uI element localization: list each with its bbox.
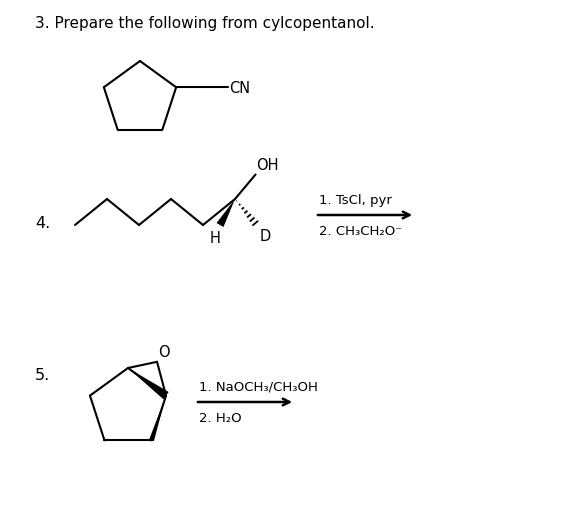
Text: CN: CN (229, 81, 251, 95)
Text: D: D (260, 229, 271, 243)
Text: 3. Prepare the following from cylcopentanol.: 3. Prepare the following from cylcopenta… (35, 16, 374, 31)
Text: 5.: 5. (35, 367, 50, 382)
Polygon shape (217, 199, 235, 228)
Text: OH: OH (257, 158, 279, 173)
Text: 2. H₂O: 2. H₂O (199, 411, 242, 424)
Text: 4.: 4. (35, 216, 50, 231)
Text: 2. CH₃CH₂O⁻: 2. CH₃CH₂O⁻ (319, 225, 402, 237)
Text: O: O (158, 344, 169, 359)
Text: 1. NaOCH₃/CH₃OH: 1. NaOCH₃/CH₃OH (199, 380, 318, 393)
Text: 1. TsCl, pyr: 1. TsCl, pyr (319, 193, 392, 207)
Polygon shape (149, 396, 166, 441)
Text: H: H (209, 230, 221, 245)
Polygon shape (128, 368, 169, 399)
